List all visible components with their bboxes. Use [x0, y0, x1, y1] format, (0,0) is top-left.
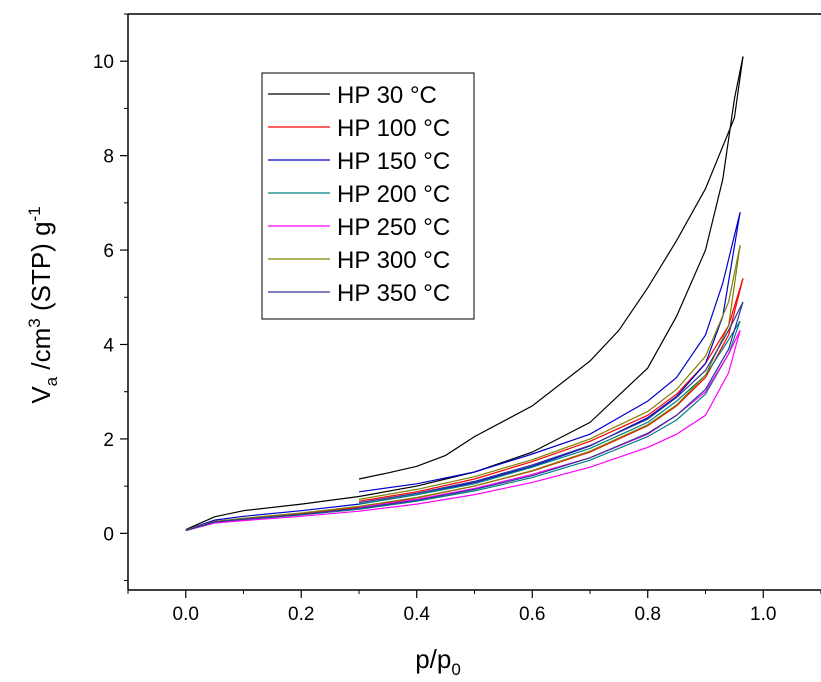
legend-box: [261, 72, 475, 320]
desorption-line: [358, 56, 744, 480]
x-axis-title: p/p0: [415, 644, 461, 679]
desorption-line: [358, 245, 741, 500]
x-tick-label: 0.6: [519, 604, 545, 625]
y-axis-title-mid: /cm: [26, 328, 56, 377]
desorption-line: [358, 330, 741, 508]
x-tick-label: 0.2: [288, 604, 314, 625]
x-axis-ticks: 0.0 0.2 0.4 0.6 0.8 1.0: [127, 590, 821, 625]
legend-label: HP 150 °C: [337, 148, 450, 175]
y-tick-label: 2: [103, 430, 114, 451]
y-tick-label: 0: [103, 524, 114, 545]
legend-label: HP 300 °C: [337, 247, 450, 274]
y-tick-label: 4: [103, 335, 114, 356]
adsorption-line: [185, 56, 744, 531]
adsorption-line: [185, 301, 744, 532]
y-axis-title-sup: 3: [25, 318, 44, 327]
adsorption-line: [185, 245, 741, 531]
y-axis-title: Va /cm3 (STP) g-1: [25, 206, 61, 403]
legend-label: HP 200 °C: [337, 181, 450, 208]
x-axis-title-main: p/p: [415, 644, 451, 674]
x-tick-label: 0.0: [173, 604, 199, 625]
y-axis-ticks: 0 2 4 6 8 10: [93, 13, 128, 582]
legend-label: HP 250 °C: [337, 214, 450, 241]
y-tick-label: 8: [103, 147, 114, 168]
desorption-line: [358, 301, 744, 504]
legend: HP 30 °C HP 100 °C HP 150 °C HP 200 °C HP 25…: [261, 72, 475, 320]
legend-label: HP 30 °C: [337, 82, 437, 109]
y-axis-title-sup2: -1: [25, 206, 44, 221]
legend-label: HP 350 °C: [337, 280, 450, 307]
legend-label: HP 100 °C: [337, 115, 450, 142]
y-axis-title-sub: a: [42, 376, 61, 386]
x-axis-title-sub: 0: [451, 660, 460, 679]
y-tick-label: 6: [103, 241, 114, 262]
y-tick-label: 10: [93, 52, 114, 73]
adsorption-line: [185, 212, 741, 531]
desorption-line: [358, 212, 741, 493]
desorption-line: [358, 278, 744, 502]
x-tick-label: 1.0: [750, 604, 776, 625]
x-tick-label: 0.8: [635, 604, 661, 625]
x-tick-label: 0.4: [404, 604, 431, 625]
y-axis-title-tail: (STP) g: [26, 221, 56, 318]
y-axis-title-main: V: [26, 386, 56, 404]
isotherm-curves: [185, 56, 744, 532]
desorption-line: [358, 320, 741, 505]
adsorption-line: [185, 330, 741, 532]
